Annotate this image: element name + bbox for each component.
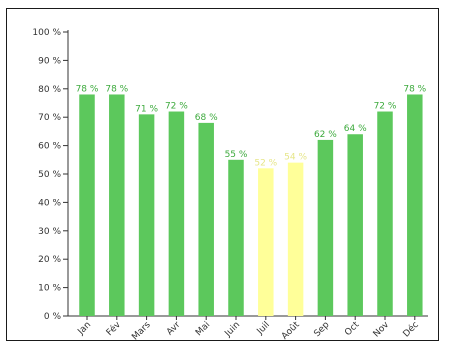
y-tick-label: 50 %: [38, 170, 61, 180]
data-label: 78 %: [105, 84, 128, 94]
y-tick-label: 40 %: [38, 198, 61, 208]
y-tick-label: 30 %: [38, 227, 61, 237]
bar-juin: [228, 159, 244, 316]
y-tick-label: 100 %: [32, 28, 61, 38]
x-tick-label: Jan: [76, 320, 94, 338]
x-tick-label: Juil: [255, 320, 272, 337]
data-label: 78 %: [76, 84, 99, 94]
bar-mai: [198, 122, 214, 316]
bar-fév: [109, 94, 125, 316]
data-label: 54 %: [284, 153, 307, 163]
bar-déc: [407, 94, 423, 316]
data-label: 52 %: [254, 158, 277, 168]
y-tick-label: 10 %: [38, 284, 61, 294]
bar-nov: [377, 111, 393, 317]
x-tick-label: Mai: [194, 320, 212, 338]
bar-juil: [258, 168, 274, 316]
data-label: 62 %: [314, 130, 337, 140]
data-label: 68 %: [195, 113, 218, 123]
y-tick-label: 90 %: [38, 56, 61, 66]
y-tick-label: 20 %: [38, 255, 61, 265]
x-tick-label: Sep: [312, 320, 331, 339]
x-tick-label: Juin: [223, 320, 243, 340]
data-label: 78 %: [403, 84, 426, 94]
bars: [79, 94, 423, 317]
bar-août: [287, 162, 304, 316]
x-tick-label: Mars: [130, 320, 153, 343]
x-axis: Jan Fév Mars Avr Mai Juin Juil Août Sep Oct Nov Déc: [68, 315, 428, 343]
data-label: 71 %: [135, 104, 158, 114]
x-tick-label: Oct: [343, 320, 361, 338]
bar-mars: [138, 114, 155, 316]
data-label: 64 %: [344, 124, 367, 134]
y-tick-label: 0 %: [44, 312, 62, 322]
chart-frame: [6, 8, 439, 341]
bar-oct: [347, 134, 363, 316]
bar-avr: [168, 111, 185, 317]
y-tick-label: 80 %: [38, 85, 61, 95]
x-tick-label: Avr: [165, 320, 183, 338]
data-label: 72 %: [374, 102, 397, 112]
y-axis: 0 % 10 % 20 % 30 % 40 % 50 % 60 % 70 % 80 % 90 % 1…: [32, 28, 69, 322]
x-tick-label: Déc: [401, 319, 421, 339]
x-tick-label: Août: [280, 320, 302, 342]
y-tick-label: 60 %: [38, 142, 61, 152]
bar-sep: [317, 139, 334, 316]
data-label: 55 %: [225, 150, 248, 160]
bar-jan: [79, 94, 95, 316]
data-labels: 78 % 78 % 71 % 72 % 68 % 55 % 52 % 54 % 62 % 64 %…: [76, 84, 427, 168]
data-label: 72 %: [165, 102, 188, 112]
x-tick-label: Nov: [372, 320, 392, 340]
y-tick-label: 70 %: [38, 113, 61, 123]
x-tick-label: Fév: [104, 319, 123, 338]
